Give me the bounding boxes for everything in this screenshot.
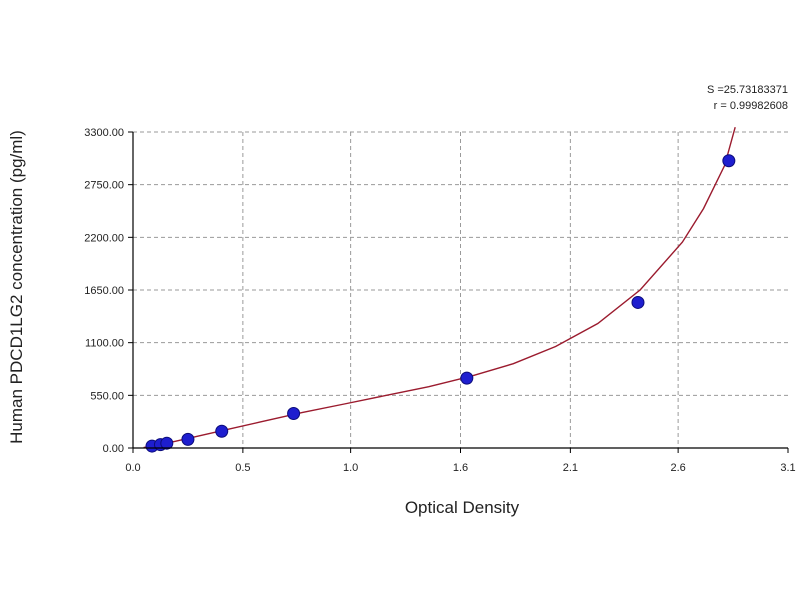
- axes: [128, 131, 789, 453]
- x-tick-label: 3.1: [780, 462, 795, 474]
- fit-curve: [143, 127, 736, 448]
- y-tick-label: 0.00: [103, 443, 124, 455]
- y-tick-label: 1100.00: [85, 338, 124, 350]
- data-point: [287, 407, 301, 421]
- y-tick-label: 2750.00: [84, 180, 124, 192]
- y-tick-label: 1650.00: [84, 285, 124, 297]
- x-tick-label: 1.6: [453, 462, 468, 474]
- x-tick-label: 2.6: [670, 462, 685, 474]
- grid-lines: [133, 131, 788, 448]
- y-tick-labels: 0.00 550.00 1100.00 1650.00 2200.00 2750.00 33…: [84, 127, 124, 455]
- data-point: [631, 295, 645, 309]
- data-point: [160, 436, 174, 450]
- x-tick-label: 2.1: [563, 462, 578, 474]
- data-point: [181, 432, 195, 446]
- y-tick-label: 3300.00: [84, 127, 124, 139]
- x-tick-label: 0.0: [125, 462, 140, 474]
- y-axis-title: Human PDCD1LG2 concentration (pg/ml): [7, 130, 26, 444]
- x-axis-title: Optical Density: [405, 498, 520, 517]
- x-tick-label: 0.5: [235, 462, 250, 474]
- y-tick-label: 550.00: [90, 390, 124, 402]
- y-tick-label: 2200.00: [84, 232, 124, 244]
- fit-curve-layer: [143, 127, 736, 448]
- data-point: [215, 424, 229, 438]
- x-tick-labels: 0.0 0.5 1.0 1.6 2.1 2.6 3.1: [125, 462, 795, 474]
- data-points: [145, 154, 736, 453]
- data-point: [460, 371, 474, 385]
- x-tick-label: 1.0: [343, 462, 358, 474]
- annotation-r: r = 0.99982608: [714, 100, 788, 112]
- annotation-s: S =25.73183371: [707, 84, 788, 96]
- data-point: [722, 154, 736, 168]
